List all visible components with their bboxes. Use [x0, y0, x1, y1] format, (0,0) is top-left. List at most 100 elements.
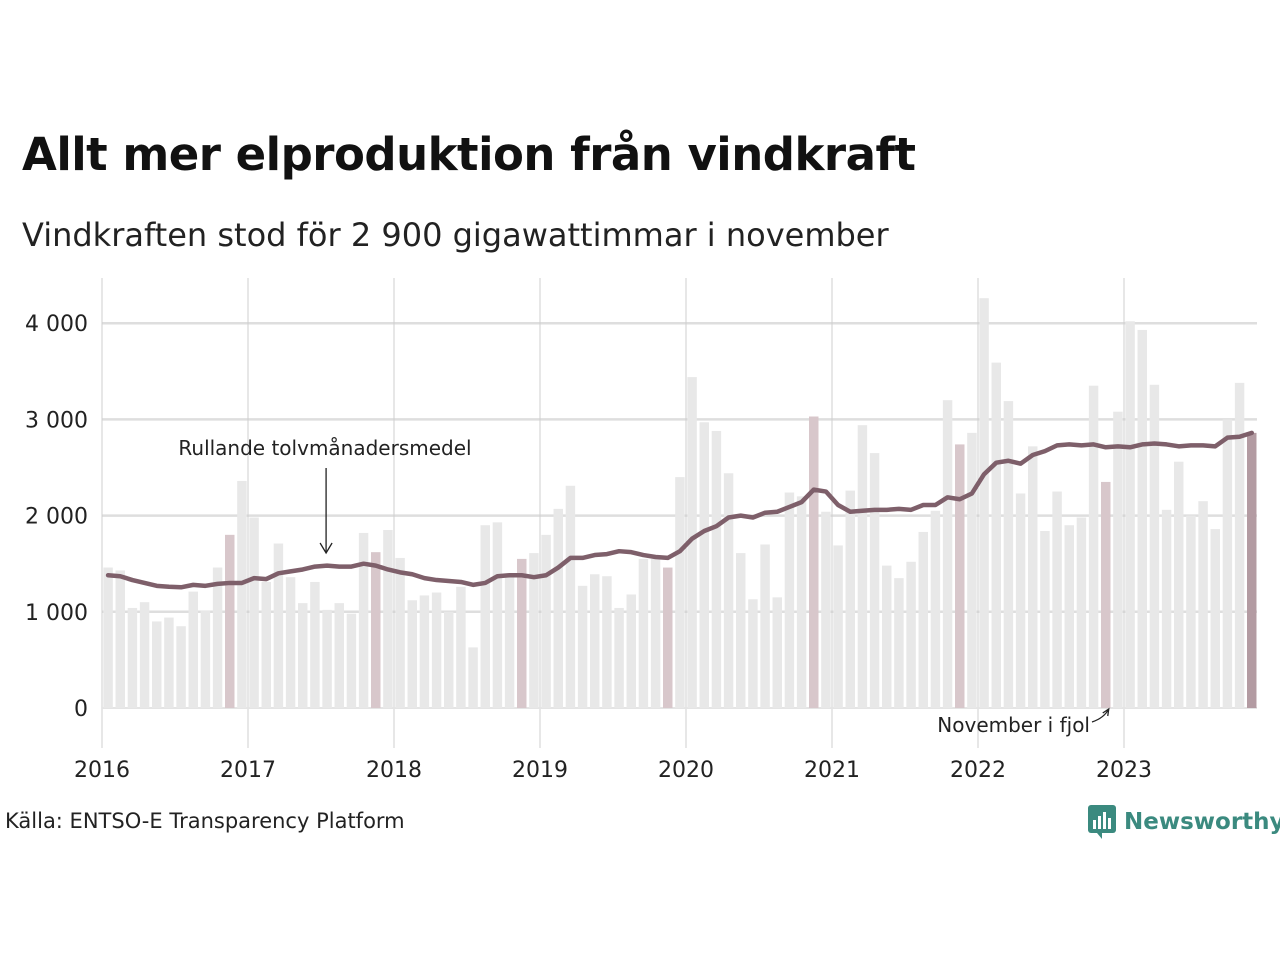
- x-tick-label: 2022: [950, 758, 1006, 783]
- annotation-rolling-average: Rullande tolvmånadersmedel: [178, 436, 471, 460]
- bar: [200, 610, 211, 708]
- bar: [1015, 493, 1026, 708]
- bar: [419, 595, 430, 708]
- bar: [1161, 509, 1172, 708]
- bar: [882, 565, 892, 708]
- bar-chart-icon: [1088, 805, 1116, 839]
- bar: [334, 603, 344, 708]
- bar: [1101, 481, 1111, 708]
- logo-text: Newsworthy: [1124, 809, 1280, 835]
- bar: [517, 558, 527, 708]
- annotation-november-last-year: November i fjol: [937, 713, 1090, 737]
- bar: [614, 607, 624, 708]
- bar: [650, 558, 661, 708]
- y-tick-label: 3 000: [25, 408, 88, 433]
- y-tick-label: 1 000: [25, 601, 88, 626]
- bar: [1149, 384, 1160, 708]
- bar: [322, 609, 332, 708]
- bar: [1174, 461, 1184, 708]
- bar: [869, 453, 880, 708]
- bar: [918, 531, 928, 708]
- bar: [1137, 329, 1147, 708]
- annotation-november-last-year-arrow: [1091, 707, 1110, 723]
- bar: [139, 602, 150, 708]
- bar: [249, 517, 259, 708]
- bar: [1076, 517, 1087, 708]
- bar: [894, 578, 904, 708]
- bar: [468, 647, 478, 708]
- bar: [115, 570, 125, 708]
- bar: [760, 544, 770, 708]
- x-tick-label: 2021: [804, 758, 860, 783]
- bar: [1210, 529, 1220, 708]
- bar: [212, 567, 223, 708]
- bar: [1028, 446, 1038, 708]
- x-tick-label: 2017: [220, 758, 276, 783]
- bar: [687, 377, 697, 708]
- annotations: Rullande tolvmånadersmedel November i fj…: [178, 436, 1110, 737]
- bar: [103, 567, 113, 708]
- bar: [225, 534, 235, 708]
- bar: [1186, 515, 1196, 708]
- bar: [748, 599, 758, 708]
- bar: [845, 490, 855, 708]
- bar: [942, 400, 953, 708]
- bar: [857, 425, 868, 708]
- bar: [444, 611, 454, 708]
- bar: [504, 575, 515, 708]
- bar: [1052, 491, 1062, 708]
- bar: [371, 552, 381, 708]
- bar: [1198, 501, 1208, 708]
- bar: [955, 444, 965, 708]
- bar: [675, 477, 685, 708]
- bar: [285, 577, 296, 708]
- bar: [906, 561, 916, 708]
- bar: [991, 362, 1001, 708]
- bar: [541, 534, 551, 708]
- y-tick-label: 0: [74, 697, 88, 722]
- bar: [784, 492, 795, 708]
- source-credit: Källa: ENTSO-E Transparency Platform: [5, 809, 405, 833]
- bar: [967, 432, 977, 708]
- bar: [431, 592, 442, 708]
- bar: [346, 613, 357, 708]
- bar: [553, 508, 563, 708]
- bar: [565, 485, 576, 708]
- bar: [736, 553, 746, 708]
- bar: [1113, 411, 1123, 708]
- bar: [1040, 530, 1050, 708]
- x-tick-label: 2019: [512, 758, 568, 783]
- bar: [237, 480, 247, 708]
- newsworthy-logo[interactable]: Newsworthy: [1088, 804, 1280, 840]
- bar: [821, 511, 831, 708]
- rolling-average-layer: [105, 430, 1254, 590]
- bar: [833, 545, 843, 708]
- bar: [602, 576, 612, 708]
- bar: [796, 496, 807, 708]
- bar: [1125, 321, 1135, 708]
- bar: [273, 543, 284, 708]
- bar: [456, 586, 466, 708]
- rolling-average-line: [105, 430, 1254, 590]
- y-tick-label: 2 000: [25, 505, 88, 530]
- x-tick-label: 2016: [74, 758, 130, 783]
- bar: [164, 617, 174, 708]
- chart-subtitle: Vindkraften stod för 2 900 gigawattimmar…: [22, 216, 889, 254]
- bar: [176, 626, 186, 708]
- bar: [626, 594, 636, 708]
- bars: [103, 298, 1257, 708]
- x-tick-label: 2018: [366, 758, 422, 783]
- chart-title: Allt mer elproduktion från vindkraft: [22, 128, 916, 181]
- bar: [480, 525, 490, 708]
- bar: [590, 574, 600, 708]
- axes: 0 1 000 2 000 3 000 4 000 2016 2017 2018 2019 202…: [25, 312, 1152, 783]
- bar: [1064, 525, 1074, 708]
- bar: [930, 510, 941, 708]
- bar: [358, 532, 369, 708]
- x-tick-label: 2020: [658, 758, 714, 783]
- bar: [383, 530, 393, 708]
- bar: [809, 416, 819, 708]
- annotation-rolling-average-arrowhead: [319, 542, 333, 555]
- bar: [772, 597, 782, 708]
